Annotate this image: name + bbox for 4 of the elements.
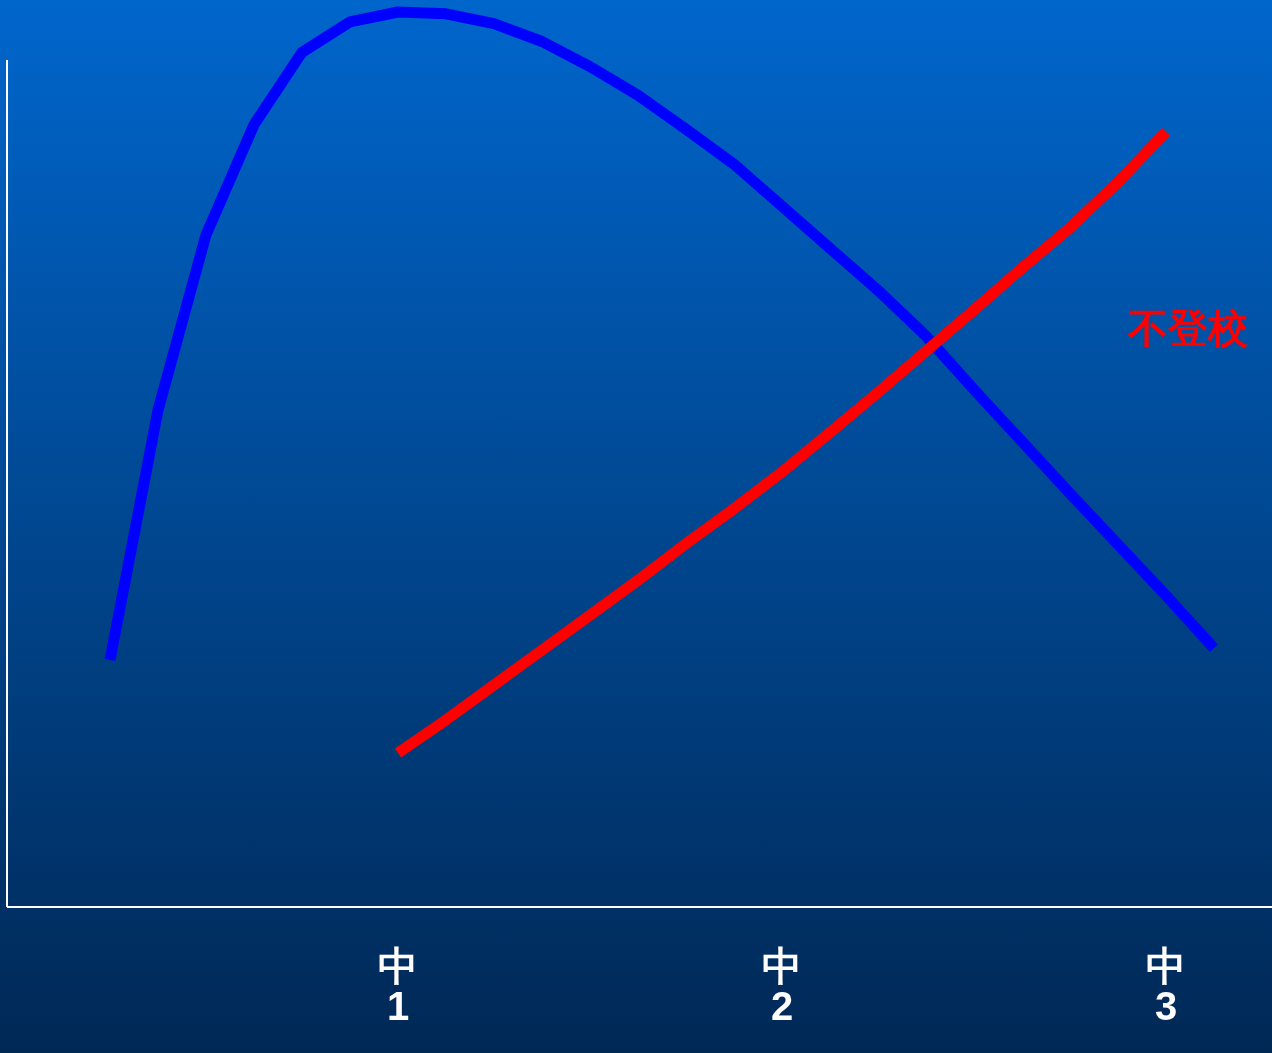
x-tick-label: 中3 [1146, 944, 1186, 1028]
x-tick-label: 中2 [762, 944, 802, 1028]
x-tick-label: 中1 [378, 944, 418, 1028]
text: 不登校 [1127, 305, 1249, 350]
